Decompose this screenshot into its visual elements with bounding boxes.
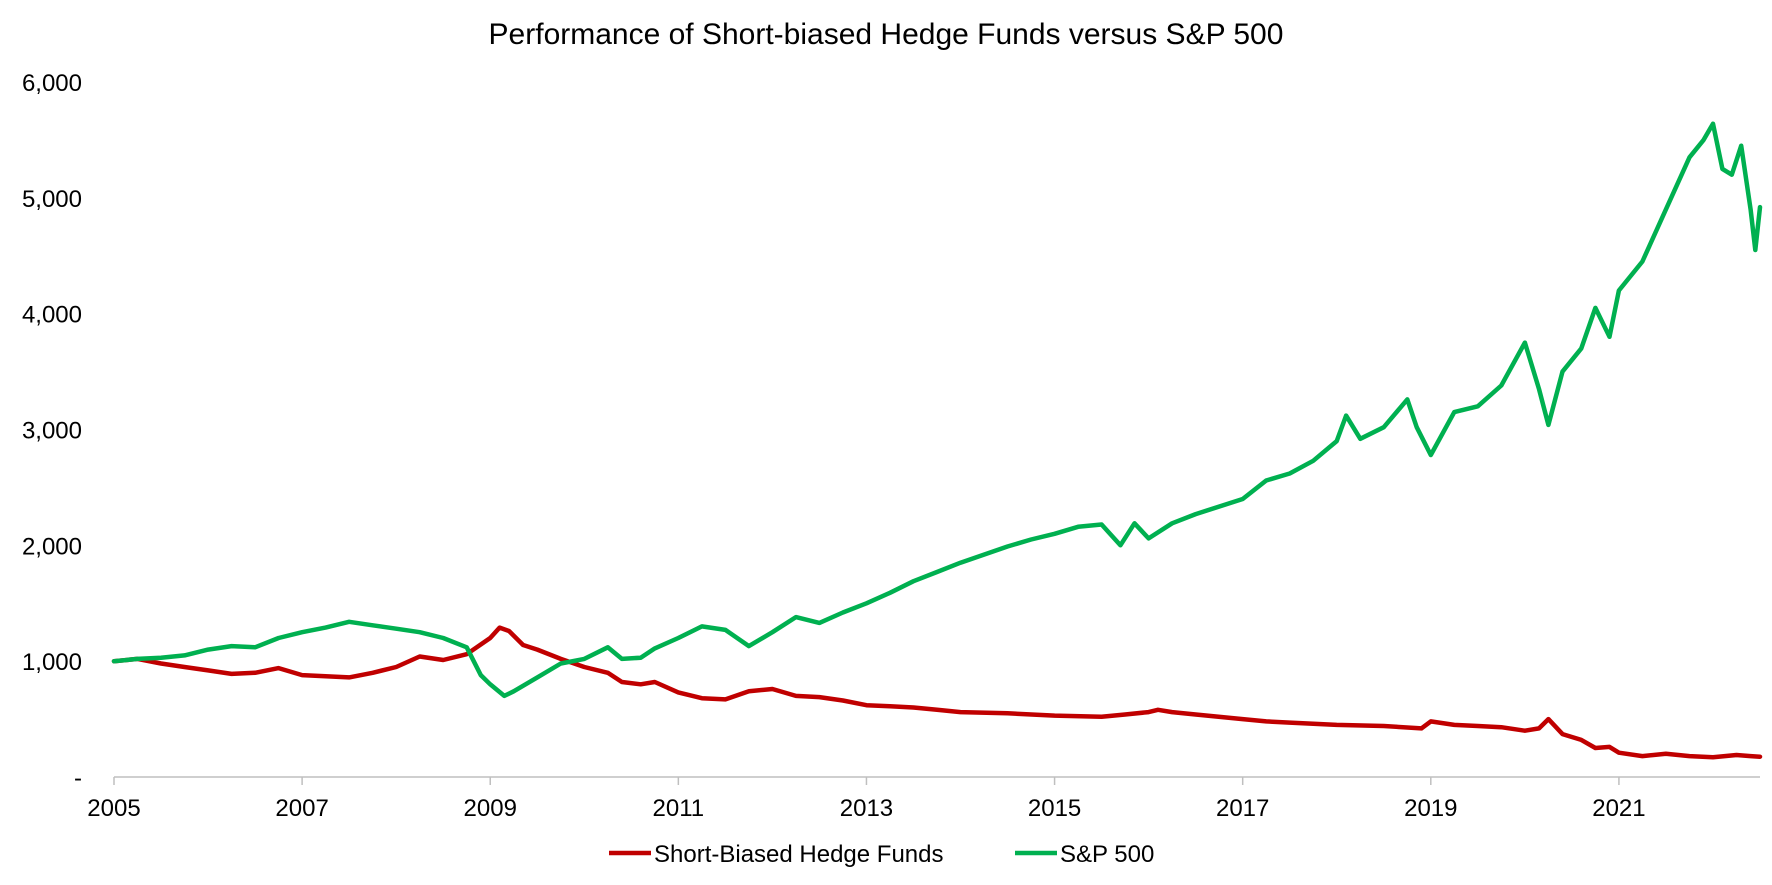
y-tick-label: 4,000 [22,302,82,329]
legend-label: Short-Biased Hedge Funds [654,841,944,868]
y-tick-label: - [74,765,82,792]
x-tick-label: 2005 [87,795,140,822]
y-tick-label: 1,000 [22,649,82,676]
y-tick-label: 2,000 [22,533,82,560]
series-line-sp-500 [111,121,1763,699]
legend: Short-Biased Hedge Funds S&P 500 [609,841,1154,868]
legend-label: S&P 500 [1060,841,1154,868]
y-tick-label: 6,000 [22,70,82,97]
x-tick-label: 2009 [464,795,517,822]
x-tick-label: 2019 [1404,795,1457,822]
series-line-short-biased-hedge-funds [111,625,1763,760]
y-tick-label: 5,000 [22,186,82,213]
plot-area [111,121,1763,760]
x-tick-label: 2013 [840,795,893,822]
x-tick-label: 2021 [1592,795,1645,822]
y-tick-label: 3,000 [22,418,82,445]
x-tick-label: 2007 [275,795,328,822]
chart-title: Performance of Short-biased Hedge Funds … [489,18,1284,51]
x-axis: 2005 2007 2009 2011 2013 2015 2017 2019 2021 [87,776,1760,822]
y-axis: - 1,000 2,000 3,000 4,000 5,000 6,000 [22,70,82,792]
x-tick-label: 2017 [1216,795,1269,822]
x-tick-label: 2015 [1028,795,1081,822]
x-tick-label: 2011 [653,795,705,822]
